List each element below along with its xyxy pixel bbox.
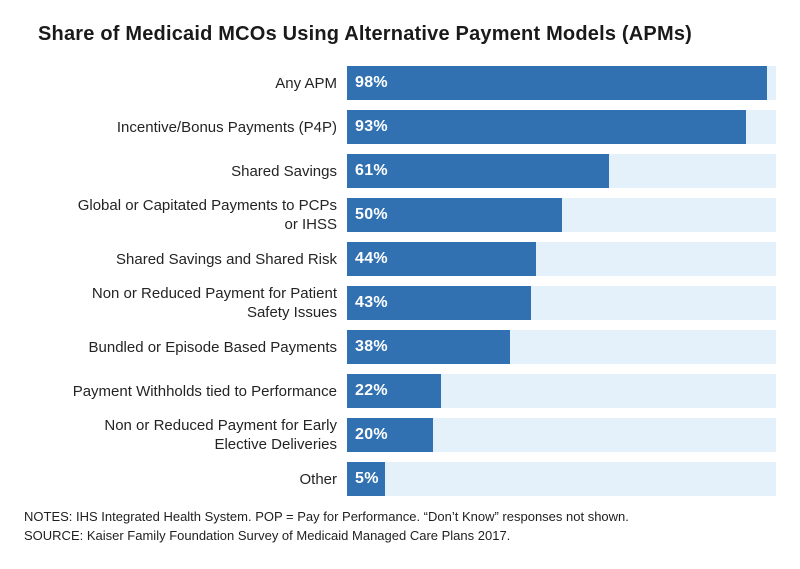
bar-value-label: 44% (355, 250, 388, 267)
bar-value-label: 50% (355, 206, 388, 223)
bar-track: 44% (347, 242, 776, 276)
notes-line: NOTES: IHS Integrated Health System. POP… (24, 509, 629, 524)
bar-fill: 50% (347, 198, 562, 232)
chart-row: Any APM 98% (24, 66, 776, 100)
bar-value-label: 93% (355, 118, 388, 135)
bar-value-label: 61% (355, 162, 388, 179)
bar-track: 61% (347, 154, 776, 188)
bar-value-label: 5% (355, 470, 379, 487)
category-label: Non or Reduced Payment for Early Electiv… (104, 417, 337, 453)
category-label: Any APM (275, 74, 337, 92)
bar-value-label: 38% (355, 338, 388, 355)
bar-track: 98% (347, 66, 776, 100)
bar-fill: 43% (347, 286, 532, 320)
category-label: Shared Savings (231, 162, 337, 180)
bar-fill: 44% (347, 242, 536, 276)
chart-row: Payment Withholds tied to Performance 22% (24, 374, 776, 408)
chart-row: Non or Reduced Payment for Early Electiv… (24, 417, 776, 453)
bar-fill: 5% (347, 462, 385, 496)
bar-track: 93% (347, 110, 776, 144)
chart-footer: NOTES: IHS Integrated Health System. POP… (24, 508, 776, 545)
bar-value-label: 98% (355, 74, 388, 91)
bar-fill: 38% (347, 330, 511, 364)
bar-fill: 22% (347, 374, 442, 408)
chart-row: Non or Reduced Payment for Patient Safet… (24, 285, 776, 321)
source-line: SOURCE: Kaiser Family Foundation Survey … (24, 527, 511, 543)
bar-track: 38% (347, 330, 776, 364)
page-title: Share of Medicaid MCOs Using Alternative… (38, 23, 693, 45)
category-label: Global or Capitated Payments to PCPs or … (77, 197, 337, 233)
bar-fill: 98% (347, 66, 768, 100)
category-label: Shared Savings and Shared Risk (116, 250, 337, 268)
chart-row: Global or Capitated Payments to PCPs or … (24, 197, 776, 233)
bar-track: 50% (347, 198, 776, 232)
category-label: Other (299, 470, 337, 488)
bar-track: 43% (347, 286, 776, 320)
bar-track: 22% (347, 374, 776, 408)
bar-chart: Any APM 98% Incentive/Bonus Payments (P4P)… (24, 66, 776, 496)
chart-row: Incentive/Bonus Payments (P4P) 93% (24, 110, 776, 144)
bar-value-label: 43% (355, 294, 388, 311)
chart-row: Bundled or Episode Based Payments 38% (24, 330, 776, 364)
bar-track: 20% (347, 418, 776, 452)
chart-row: Other 5% (24, 462, 776, 496)
bar-fill: 93% (347, 110, 746, 144)
chart-row: Shared Savings and Shared Risk 44% (24, 242, 776, 276)
bar-value-label: 20% (355, 426, 388, 443)
bar-fill: 20% (347, 418, 433, 452)
chart-row: Shared Savings 61% (24, 154, 776, 188)
bar-fill: 61% (347, 154, 609, 188)
bar-value-label: 22% (355, 382, 388, 399)
category-label: Non or Reduced Payment for Patient Safet… (91, 285, 337, 321)
bar-track: 5% (347, 462, 776, 496)
category-label: Payment Withholds tied to Performance (72, 382, 337, 400)
category-label: Bundled or Episode Based Payments (88, 338, 338, 356)
category-label: Incentive/Bonus Payments (P4P) (116, 118, 337, 136)
